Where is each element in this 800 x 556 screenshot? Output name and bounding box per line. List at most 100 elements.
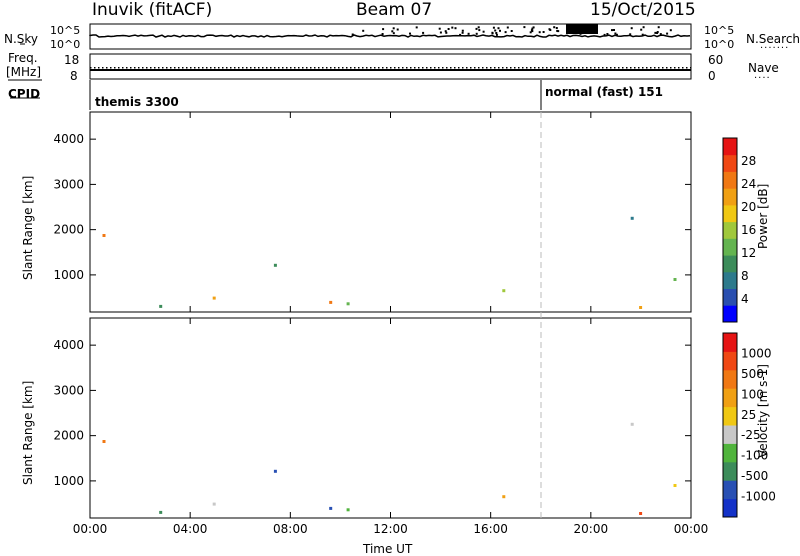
colorbar-segment [723,138,737,156]
nave-dot [406,67,408,69]
y-tick-label: 1000 [53,268,84,282]
v-cell [212,502,216,506]
nsearch-dot [611,29,613,32]
nsearch-dot [615,33,618,36]
colorbar-tick-label: 1000 [741,346,772,360]
nave-dot [202,67,204,69]
freq-trace [90,67,692,71]
nsky-tick-bottom: 10^0 [50,38,81,51]
p-cell [502,289,506,293]
colorbar-segment [723,204,737,223]
nave-dot [390,67,392,69]
nave-dot [530,67,532,69]
nsearch-label: N.Search [746,32,800,46]
nave-dot [550,67,552,69]
colorbar-frame [722,332,738,518]
nsearch-dot [381,33,384,35]
nsearch-dot [382,28,385,31]
nsearch-dot [659,33,662,36]
p-cell [212,296,216,300]
nsearch-dot [475,32,478,35]
nave-dot [430,67,432,69]
nsearch-dot [641,33,644,36]
nave-dot [562,67,564,69]
colorbar-tick-label: 12 [741,246,756,260]
freq-tick-bottom: 8 [70,69,78,83]
colorbar-tick-label: -100 [741,449,768,463]
freq-label: Freq. [8,51,38,65]
nsearch-dot [495,32,498,34]
nave-dot [558,67,560,69]
nave-dot [166,67,168,69]
nave-dot [330,67,332,69]
nsearch-dot [504,31,507,34]
p-cell [329,300,333,304]
nave-dot [174,67,176,69]
nave-dot [518,67,520,69]
nave-dot [286,67,288,69]
power-yticks: 1000 2000 3000 4000 [53,132,691,282]
x-tick-label: 16:00 [473,522,508,536]
freq-unit: [MHz] [6,65,42,79]
colorbar-segment [723,333,737,352]
nsearch-dot [642,26,645,29]
nsearch-dot [654,31,657,34]
freq-panel-frame [89,53,692,80]
colorbar-segment [723,480,737,500]
nave-dot [674,67,676,69]
nave-dot [454,67,456,69]
nave-dot [414,67,416,69]
nave-label: Nave [748,61,779,75]
nsearch-dot [603,33,606,36]
power-heatmap [102,216,677,309]
colorbar-segment [723,388,737,408]
colorbar-tick-label: -1000 [741,490,776,504]
nsearch-dot [447,28,450,30]
nsearch-dot [439,31,442,34]
nave-dot [106,67,108,69]
nave-dot [326,67,328,69]
nsearch-dot [495,33,498,36]
nave-dot [566,67,568,69]
nave-dot [598,67,600,69]
nsearch-dot [461,29,464,32]
nave-dot [582,67,584,69]
nave-dot [614,67,616,69]
nave-dot [194,67,196,69]
nsearch-dot [557,30,560,33]
nsearch-dot [656,32,659,34]
colorbar-tick-label: -25 [741,428,761,442]
nave-dot [182,67,184,69]
x-tick-label: 12:00 [373,522,408,536]
colorbar-segment [723,238,737,256]
colorbar-tick-label: 24 [741,177,756,191]
nsearch-dot [478,29,481,32]
nsearch-dot [494,29,497,32]
nave-dot [318,67,320,69]
nave-dot [642,67,644,69]
nave-dot [666,67,668,69]
colorbar-segment [723,221,737,239]
nave-dot [490,67,492,69]
nave-dot [482,67,484,69]
nave-dot [158,67,160,69]
nave-dot [198,67,200,69]
p-cell [273,263,277,267]
nave-dot [310,67,312,69]
nave-dot [126,67,128,69]
y-tick-label: 2000 [53,223,84,237]
nave-dot [466,67,468,69]
nsearch-dot [497,27,500,30]
nave-dot [686,67,688,69]
nsearch-dot [451,26,454,29]
cpid-mode-2: normal (fast) 151 [545,85,663,99]
v-cell [346,508,350,512]
nave-dot [354,67,356,69]
v-cell [329,506,333,510]
nave-dot [294,67,296,69]
nsearch-dot [630,27,633,30]
nave-dot [146,67,148,69]
nsky-label: N.Sky [4,32,39,46]
nave-dot [474,67,476,69]
nave-dot [162,67,164,69]
